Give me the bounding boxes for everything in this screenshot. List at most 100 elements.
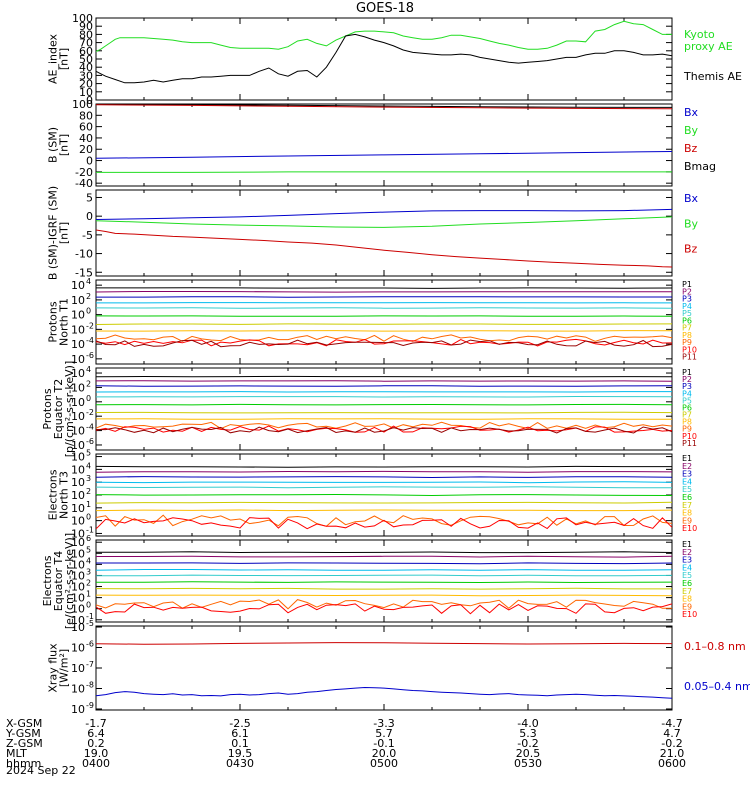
- y-tick-label: 10: [71, 309, 85, 322]
- legend-channel: P9: [682, 338, 692, 347]
- ephem-value: 5.3: [519, 727, 537, 740]
- legend-channel: P5: [682, 309, 692, 318]
- y-axis-label: B (SM)[nT]: [47, 127, 71, 163]
- series-line: [96, 307, 672, 309]
- legend-channel: E2: [682, 548, 692, 557]
- legend-channel: E10: [682, 524, 697, 533]
- y-tick-exponent: 2: [86, 579, 91, 588]
- legend-entry: Bz: [684, 243, 698, 256]
- y-axis-label-line: Protons: [41, 388, 54, 429]
- y-axis-label-line: Equator T4: [52, 551, 65, 611]
- legend-channel: P3: [682, 382, 692, 391]
- series-line: [96, 208, 672, 220]
- series-line: [96, 426, 672, 434]
- legend-channel: E6: [682, 579, 692, 588]
- series-line: [96, 517, 672, 530]
- legend-channel: P4: [682, 302, 692, 311]
- y-tick-label: 100: [72, 98, 93, 111]
- y-tick-exponent: 3: [86, 567, 91, 576]
- y-tick-label: -40: [75, 177, 93, 190]
- legend-channel: E7: [682, 587, 692, 596]
- y-tick-label: 10: [71, 338, 85, 351]
- legend-entry: Themis AE: [683, 70, 742, 83]
- legend-channel: E4: [682, 477, 692, 486]
- y-tick-exponent: 2: [86, 292, 91, 301]
- y-tick-exponent: -8: [86, 680, 94, 689]
- y-axis-label-line: North T3: [58, 471, 71, 519]
- y-axis-label-line: AE_index: [47, 33, 60, 84]
- y-axis-label-line: [nT]: [58, 48, 71, 70]
- series-line: [96, 403, 672, 406]
- series-line: [96, 686, 672, 699]
- y-tick-label: 20: [79, 143, 93, 156]
- y-tick-label: 5: [86, 191, 93, 204]
- legend-channel: E9: [682, 516, 692, 525]
- y-tick-exponent: -2: [86, 408, 94, 417]
- series-line: [96, 514, 672, 527]
- series-line: [96, 33, 672, 84]
- legend-entry: Kyoto proxy AE: [684, 28, 733, 53]
- series-line: [96, 551, 672, 554]
- plot-title: GOES-18: [356, 1, 414, 16]
- y-tick-label: 10: [71, 558, 85, 571]
- legend-channel: P7: [682, 324, 692, 333]
- legend-channel: E8: [682, 595, 692, 604]
- legend-entry: 0.05–0.4 nm: [684, 680, 750, 693]
- y-axis-label-line: Electrons: [47, 469, 60, 520]
- y-tick-exponent: -5: [86, 619, 94, 628]
- ephem-value: -1.7: [85, 717, 106, 730]
- ephem-value: -3.3: [373, 717, 394, 730]
- legend-entry-line: Kyoto: [684, 28, 715, 41]
- series-line: [96, 323, 672, 325]
- y-tick-label: 10: [71, 592, 85, 605]
- series-line: [96, 385, 672, 387]
- legend-entry-line: proxy AE: [684, 40, 733, 53]
- ephem-value: 19.0: [84, 747, 109, 760]
- y-axis-label: ProtonsEquator T2[p/(cm²-s-sr-keV)]: [41, 361, 76, 458]
- legend-entry-line: Bx: [684, 106, 699, 119]
- ephem-value: -4.0: [517, 717, 538, 730]
- series-line: [96, 465, 672, 468]
- legend-entry-line: Themis AE: [683, 70, 742, 83]
- series-line: [96, 104, 672, 108]
- legend-channel: P11: [682, 353, 697, 362]
- ephem-value: -0.1: [373, 737, 394, 750]
- legend-channel: E3: [682, 556, 692, 565]
- legend-entry-line: By: [684, 124, 699, 137]
- y-tick-exponent: 4: [86, 461, 91, 470]
- series-line: [96, 501, 672, 504]
- y-tick-label: 90: [79, 20, 93, 33]
- date-label: 2024 Sep 22: [6, 764, 76, 777]
- legend-channel: E6: [682, 493, 692, 502]
- series-line: [96, 421, 672, 430]
- panel-frame: [95, 103, 673, 187]
- y-tick-exponent: 5: [86, 449, 91, 458]
- y-axis-label: ProtonsNorth T1: [47, 298, 71, 346]
- series-line: [96, 470, 672, 473]
- y-tick-exponent: -4: [86, 423, 94, 432]
- legend-channel: P8: [682, 331, 692, 340]
- series-line: [96, 493, 672, 497]
- y-tick-label: 10: [71, 476, 85, 489]
- series-line: [96, 569, 672, 571]
- series-line: [96, 418, 672, 420]
- legend-channel: P6: [682, 316, 692, 325]
- series-line: [96, 603, 672, 615]
- y-tick-label: 10: [71, 603, 85, 616]
- y-tick-label: 80: [79, 28, 93, 41]
- series-line: [96, 20, 672, 53]
- ephem-value: 0530: [514, 757, 542, 770]
- legend-entry-line: Bz: [684, 243, 698, 256]
- series-line: [96, 334, 672, 342]
- panel-frame: [95, 625, 673, 711]
- y-tick-label: 10: [71, 439, 85, 452]
- ephem-row-label: hhmm: [6, 757, 41, 770]
- y-axis-label: B (SM)-IGRF (SM)[nT]: [47, 186, 71, 280]
- y-tick-exponent: -1: [86, 525, 94, 534]
- legend-channel: E5: [682, 485, 692, 494]
- legend-channel: P10: [682, 432, 697, 441]
- panel-frame: [95, 189, 673, 277]
